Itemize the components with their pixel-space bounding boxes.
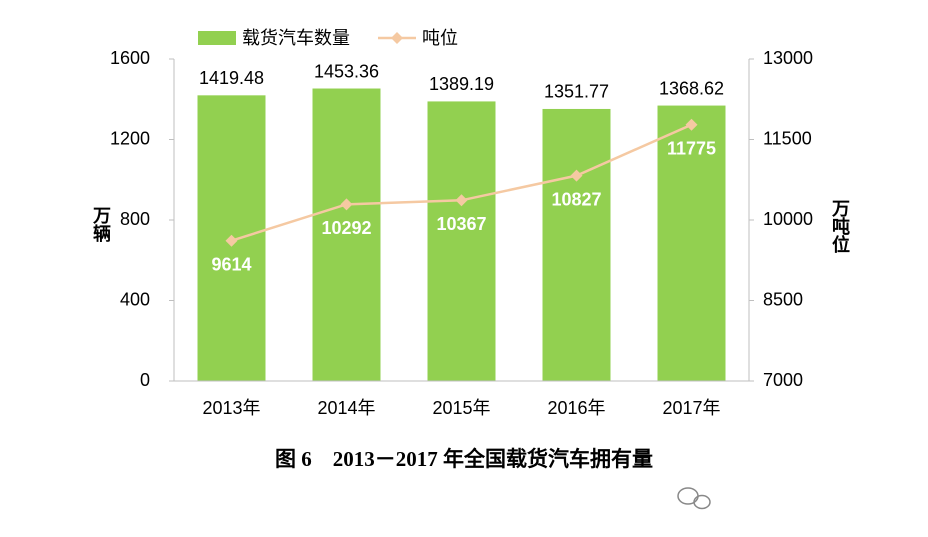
bar-value-label: 1453.36	[314, 61, 379, 81]
legend-marker	[391, 32, 403, 44]
y-tick-label: 0	[140, 370, 150, 390]
bar	[427, 101, 496, 382]
y-tick-label: 400	[120, 289, 150, 309]
chart-title: 图 6 2013－2017 年全国载货汽车拥有量	[275, 447, 653, 471]
bar-value-label: 1368.62	[659, 78, 724, 98]
y2-tick-label: 11500	[763, 128, 812, 148]
legend-swatch	[198, 31, 236, 45]
x-tick-label: 2013年	[202, 398, 260, 418]
x-tick-label: 2016年	[547, 398, 605, 418]
line-value-label: 11775	[667, 138, 716, 158]
line-marker	[685, 118, 698, 131]
legend-label: 载货汽车数量	[242, 28, 350, 48]
y-tick-label: 1600	[110, 48, 150, 68]
line-marker	[570, 169, 583, 182]
bar-value-label: 1419.48	[199, 68, 264, 88]
line-marker	[225, 234, 238, 247]
line-value-label: 10827	[551, 189, 601, 209]
y2-tick-label: 13000	[763, 48, 813, 68]
bar	[312, 88, 381, 382]
x-tick-label: 2015年	[432, 398, 490, 418]
legend-label: 吨位	[422, 28, 458, 48]
line-value-label: 9614	[211, 254, 251, 274]
y2-tick-label: 8500	[763, 289, 803, 309]
bar	[542, 108, 611, 381]
bar-value-label: 1351.77	[544, 82, 609, 102]
line-marker	[340, 198, 353, 211]
line-value-label: 10292	[321, 218, 371, 238]
bar	[657, 105, 726, 382]
watermark-icon	[677, 487, 711, 510]
y-axis-label: 万辆	[91, 206, 112, 243]
y2-axis-label: 万吨位	[830, 199, 851, 254]
line-marker	[455, 194, 468, 207]
x-tick-label: 2017年	[662, 398, 720, 418]
line-value-label: 10367	[436, 214, 486, 234]
y2-tick-label: 7000	[763, 370, 803, 390]
y-tick-label: 800	[120, 209, 150, 229]
y2-tick-label: 10000	[763, 209, 813, 229]
x-tick-label: 2014年	[317, 398, 375, 418]
y-tick-label: 1200	[110, 128, 150, 148]
bar-value-label: 1389.19	[429, 74, 494, 94]
